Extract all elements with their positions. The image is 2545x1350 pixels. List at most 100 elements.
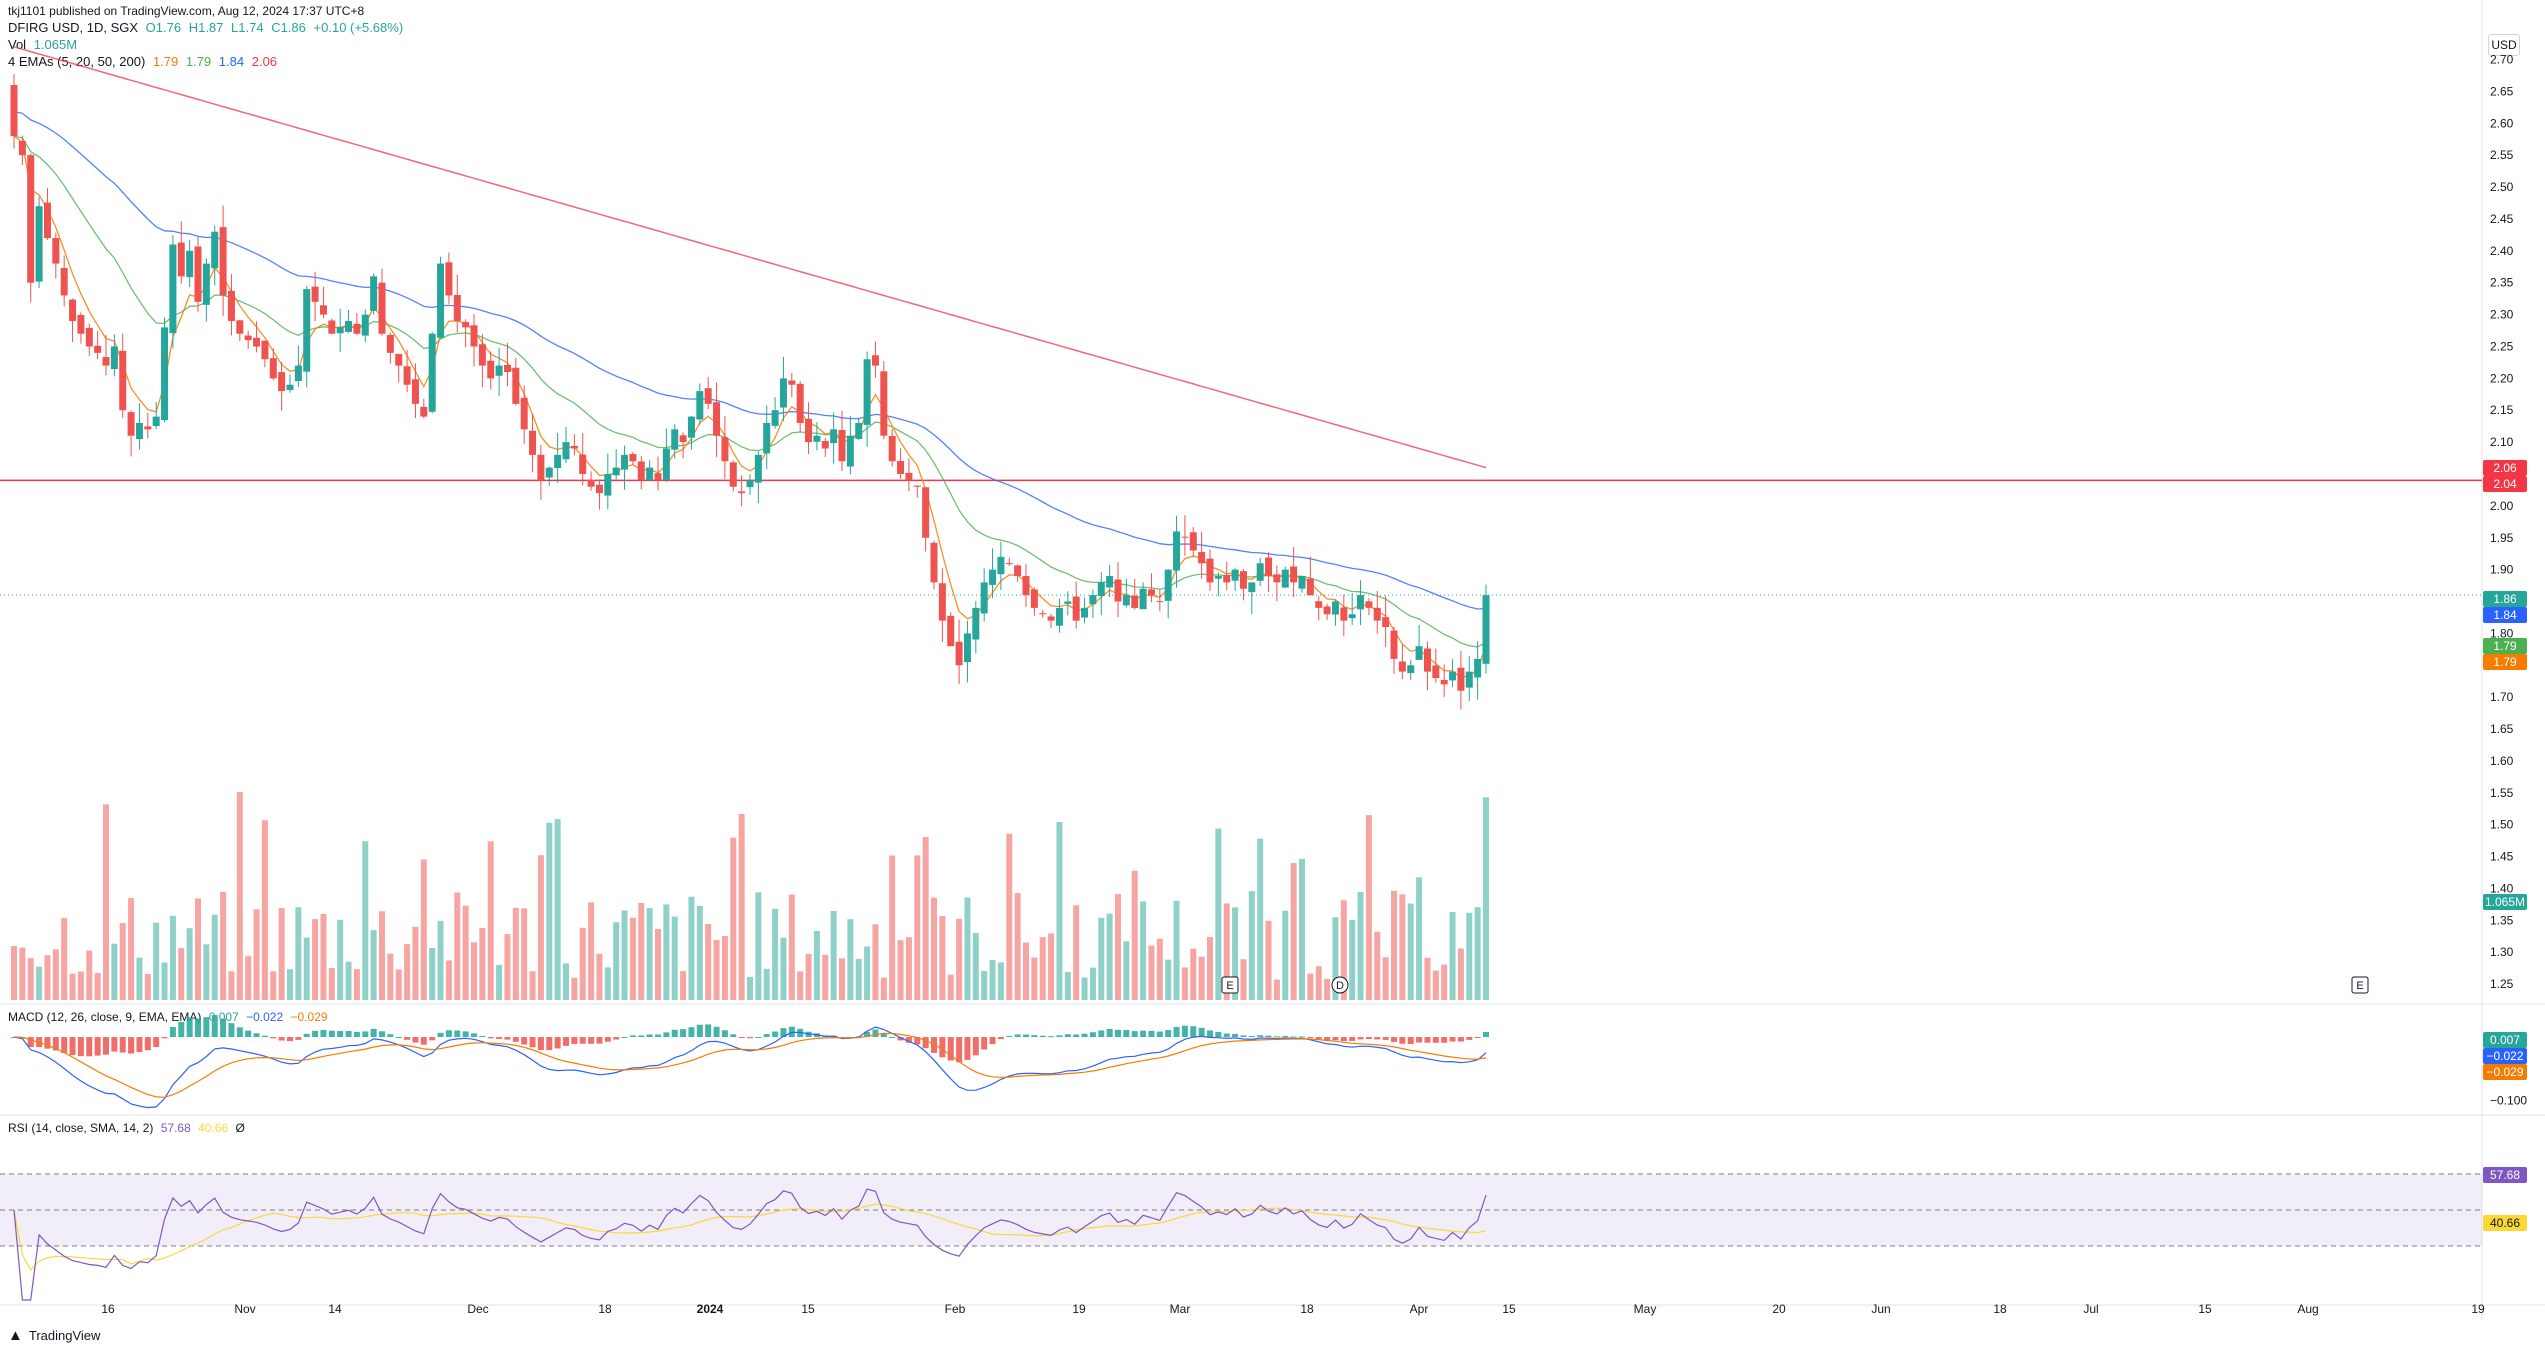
candle: [1474, 641, 1482, 700]
candle: [52, 232, 60, 279]
candle: [253, 321, 261, 353]
candle: [595, 479, 603, 510]
candle: [771, 397, 779, 429]
volume-bar: [1106, 913, 1113, 1000]
candle-body: [1030, 589, 1038, 608]
macd-hist-bar: [337, 1031, 344, 1038]
rsi-line: [13, 1188, 1487, 1301]
candle-body: [1306, 578, 1314, 596]
candle-body: [236, 320, 244, 334]
candle-body: [570, 445, 578, 449]
macd-hist-bar: [77, 1037, 84, 1057]
candle-body: [1064, 601, 1072, 604]
time-tick-label: 20: [1772, 1302, 1786, 1316]
volume-bar: [1407, 903, 1414, 1000]
candle: [361, 309, 369, 343]
candle: [913, 485, 921, 498]
candle: [211, 225, 219, 286]
volume-bar: [1190, 948, 1197, 1000]
volume-bar: [646, 908, 653, 1000]
candle-body: [1106, 576, 1114, 588]
macd-tag: −0.022: [2483, 1048, 2527, 1064]
ema-label[interactable]: 4 EMAs (5, 20, 50, 200): [8, 54, 146, 69]
macd-hist-bar: [1349, 1037, 1356, 1041]
candle-body: [1290, 566, 1298, 583]
macd-hist-bar: [1273, 1036, 1280, 1038]
volume-bar: [19, 947, 26, 1000]
volume-bar: [1064, 971, 1071, 1000]
candle-body: [1432, 665, 1440, 679]
rsi-label[interactable]: RSI (14, close, SMA, 14, 2): [8, 1121, 154, 1135]
event-marker-label: D: [1336, 980, 1344, 992]
volume-bar: [103, 804, 109, 1000]
volume-bar: [370, 930, 377, 1000]
macd-hist-bar: [353, 1031, 360, 1038]
candle-body: [997, 556, 1005, 575]
candle-body: [1390, 630, 1398, 659]
volume-bar: [345, 961, 352, 1000]
candle: [328, 318, 336, 335]
macd-hist-bar: [1457, 1037, 1464, 1042]
volume-bar: [671, 916, 678, 1000]
low-value: L1.74: [231, 20, 264, 35]
candle: [646, 460, 654, 481]
candle: [370, 273, 378, 315]
volume-bar: [872, 924, 879, 1000]
macd-hist-bar: [956, 1037, 963, 1063]
event-marker: E: [2351, 976, 2369, 994]
candle-body: [1382, 617, 1390, 628]
volume-bar: [320, 914, 327, 1000]
rsi-extra-value: Ø: [235, 1121, 245, 1135]
volume-bar: [77, 971, 84, 1000]
macd-hist-bar: [1089, 1032, 1096, 1038]
macd-hist-bar: [1324, 1037, 1331, 1041]
macd-hist-bar: [1106, 1028, 1113, 1038]
candle-body: [830, 429, 838, 444]
macd-hist-bar: [111, 1037, 118, 1052]
volume-bar: [1324, 978, 1331, 1000]
macd-hist-bar: [412, 1037, 419, 1043]
candle-body: [763, 422, 771, 454]
candle: [1398, 643, 1406, 680]
volume-bar: [111, 943, 118, 1000]
candle-body: [35, 206, 43, 282]
candle: [85, 323, 93, 356]
candle-body: [746, 480, 754, 488]
candle-body: [1281, 569, 1289, 588]
candle-body: [821, 441, 829, 449]
candle: [1423, 641, 1431, 691]
price-tick-label: 1.25: [2490, 977, 2514, 991]
candle: [813, 422, 821, 451]
volume-bar: [1148, 945, 1155, 1000]
currency-button[interactable]: USD: [2488, 34, 2520, 56]
volume-bar: [1165, 959, 1172, 1000]
candle-body: [587, 479, 595, 487]
macd-label[interactable]: MACD (12, 26, close, 9, EMA, EMA): [8, 1010, 202, 1024]
volume-bar: [479, 927, 486, 1000]
footer-brand: TradingView: [28, 1328, 101, 1343]
candle-body: [1206, 558, 1214, 583]
volume-bar: [245, 956, 252, 1000]
candle: [495, 348, 503, 397]
candle-body: [871, 355, 879, 366]
candle-body: [370, 276, 378, 311]
high-value: H1.87: [188, 20, 224, 35]
candle-body: [1449, 671, 1457, 681]
volume-bar: [780, 937, 787, 1000]
volume-bar: [253, 909, 260, 1000]
candle: [1223, 561, 1231, 591]
candle: [1139, 582, 1147, 610]
volume-bar: [1391, 890, 1397, 1000]
candle-body: [1198, 551, 1206, 564]
time-tick-label: 15: [1502, 1302, 1516, 1316]
volume-bar: [889, 855, 896, 1000]
candle-body: [687, 416, 695, 438]
candle-body: [729, 462, 737, 487]
macd-hist-bar: [713, 1026, 720, 1038]
volume-bar: [328, 967, 335, 1000]
macd-hist-bar: [613, 1037, 620, 1040]
macd-hist-bar: [571, 1037, 578, 1044]
symbol-name[interactable]: DFIRG USD, 1D, SGX: [8, 20, 139, 35]
candle-body: [211, 231, 219, 269]
